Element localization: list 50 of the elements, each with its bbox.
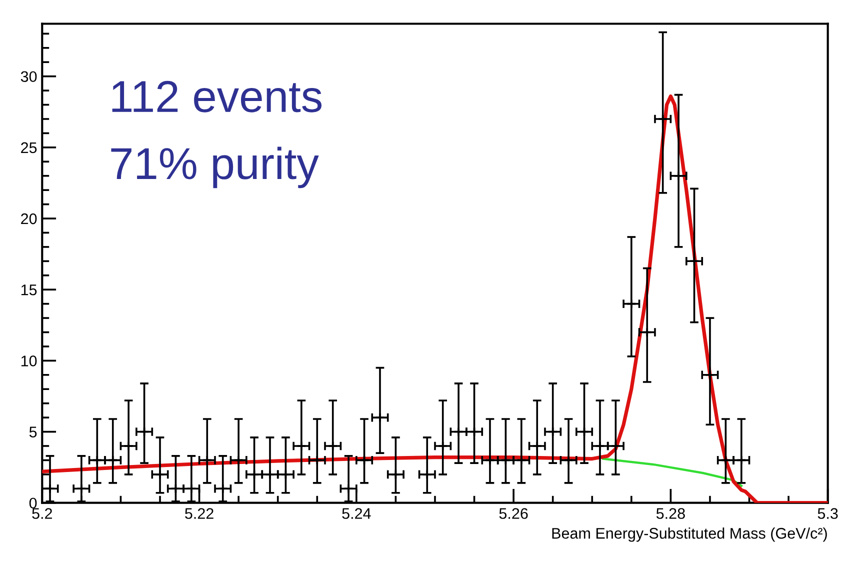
y-tick-label: 5 bbox=[29, 426, 37, 438]
y-tick-label: 20 bbox=[21, 213, 37, 224]
y-tick-label: 10 bbox=[21, 356, 37, 366]
point bbox=[92, 455, 102, 466]
point bbox=[453, 426, 464, 437]
point bbox=[234, 455, 244, 466]
point bbox=[484, 455, 496, 466]
point bbox=[704, 370, 716, 380]
point bbox=[249, 469, 260, 480]
point bbox=[548, 426, 558, 437]
point bbox=[689, 256, 700, 266]
y-tick-label: 30 bbox=[20, 71, 37, 82]
point bbox=[218, 484, 228, 494]
point bbox=[658, 114, 668, 124]
point bbox=[202, 455, 212, 466]
y-tick-label: 25 bbox=[21, 142, 37, 154]
point bbox=[532, 440, 542, 452]
point bbox=[438, 440, 448, 452]
point bbox=[154, 469, 166, 480]
point bbox=[359, 455, 370, 466]
point bbox=[312, 455, 322, 466]
x-axis-title: Beam Energy-Substituted Mass (GeV/c²) bbox=[552, 528, 827, 542]
point bbox=[76, 484, 87, 494]
x-tick-label: 5.24 bbox=[342, 508, 371, 519]
point bbox=[563, 455, 574, 466]
point bbox=[139, 426, 150, 437]
y-tick-label: 0 bbox=[29, 498, 37, 509]
y-tick-label: 15 bbox=[21, 284, 37, 296]
annotation: 112 events bbox=[112, 80, 322, 112]
point bbox=[390, 469, 401, 480]
point bbox=[673, 170, 684, 181]
annotation: 71% purity bbox=[111, 146, 319, 188]
x-tick-label: 5.22 bbox=[185, 508, 214, 519]
point bbox=[720, 455, 731, 466]
point bbox=[642, 327, 652, 338]
x-tick-label: 5.26 bbox=[499, 508, 528, 519]
x-tick-label: 5.3 bbox=[818, 508, 838, 519]
x-tick-label: 5.2 bbox=[32, 508, 52, 519]
x-tick-label: 5.28 bbox=[656, 508, 685, 519]
point bbox=[343, 484, 354, 494]
line-series bbox=[602, 458, 743, 487]
point bbox=[579, 426, 590, 437]
point bbox=[328, 440, 338, 452]
point bbox=[422, 469, 432, 480]
point bbox=[626, 298, 636, 309]
point bbox=[296, 440, 306, 452]
point bbox=[170, 484, 181, 494]
point bbox=[374, 412, 386, 423]
point bbox=[124, 440, 134, 452]
point bbox=[594, 440, 606, 452]
